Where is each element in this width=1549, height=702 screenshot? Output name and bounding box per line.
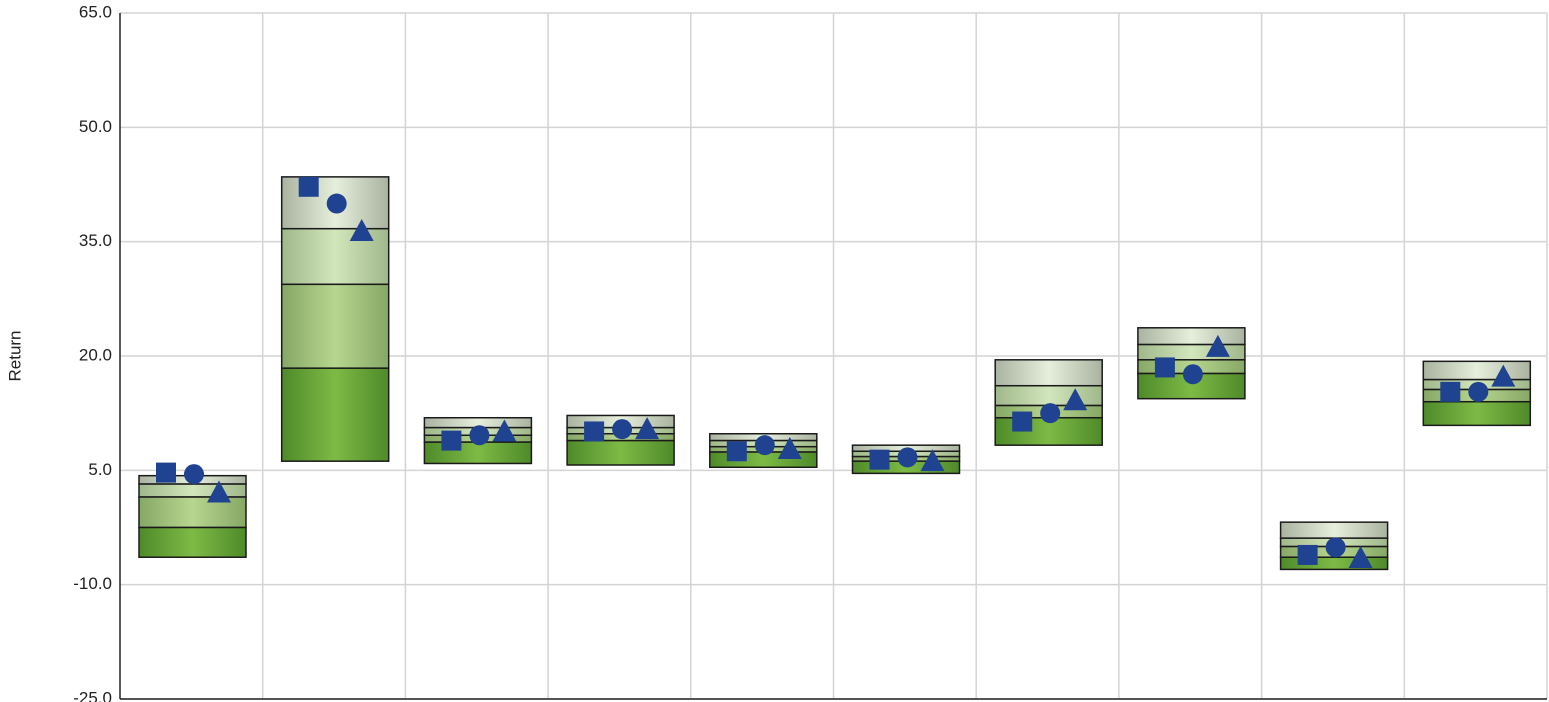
y-tick-label: 35.0 bbox=[79, 231, 112, 250]
box-segment bbox=[994, 384, 1103, 407]
box-segment bbox=[280, 283, 390, 369]
box-segment bbox=[566, 439, 675, 466]
circle-marker bbox=[184, 464, 204, 485]
box-segment bbox=[1422, 400, 1532, 427]
triangle-marker bbox=[1205, 334, 1230, 357]
square-marker bbox=[1154, 357, 1175, 378]
square-marker bbox=[441, 430, 462, 451]
circle-marker bbox=[1040, 403, 1061, 424]
circle-marker bbox=[1325, 537, 1346, 558]
square-marker bbox=[869, 449, 890, 470]
box-segment bbox=[1422, 360, 1532, 381]
triangle-marker bbox=[1491, 364, 1516, 387]
triangle-marker bbox=[207, 480, 231, 503]
triangle-marker bbox=[920, 449, 945, 472]
box-segment bbox=[1137, 327, 1246, 346]
triangle-marker bbox=[492, 419, 517, 442]
box-segment bbox=[1137, 343, 1246, 361]
circle-marker bbox=[1468, 381, 1489, 402]
y-tick-label: -25.0 bbox=[73, 688, 112, 702]
circle-marker bbox=[1182, 364, 1203, 385]
square-marker bbox=[1012, 411, 1033, 432]
y-tick-label: 5.0 bbox=[88, 460, 112, 479]
box-segment bbox=[994, 359, 1103, 387]
triangle-marker bbox=[777, 436, 802, 459]
box-segment bbox=[138, 483, 247, 498]
square-marker bbox=[584, 421, 605, 442]
y-axis-label: Return bbox=[5, 330, 24, 381]
triangle-marker bbox=[635, 417, 660, 440]
y-tick-label: -10.0 bbox=[73, 574, 112, 593]
triangle-marker bbox=[349, 218, 374, 241]
square-marker bbox=[1297, 544, 1318, 565]
circle-marker bbox=[754, 435, 775, 456]
square-marker bbox=[726, 441, 747, 462]
circle-marker bbox=[897, 447, 918, 468]
triangle-marker bbox=[1348, 545, 1373, 568]
circle-marker bbox=[326, 193, 347, 214]
box-segment bbox=[138, 526, 247, 558]
square-marker bbox=[156, 462, 176, 483]
circle-marker bbox=[612, 419, 633, 440]
y-tick-label: 65.0 bbox=[79, 2, 112, 21]
triangle-marker bbox=[1063, 388, 1088, 411]
square-marker bbox=[1440, 381, 1461, 402]
y-tick-label: 50.0 bbox=[79, 117, 112, 136]
square-marker bbox=[298, 176, 319, 197]
box-segment bbox=[280, 227, 390, 286]
box-segment bbox=[280, 367, 390, 462]
y-tick-label: 20.0 bbox=[79, 345, 112, 364]
box-segment bbox=[1279, 521, 1389, 539]
box-segment bbox=[423, 441, 533, 465]
circle-marker bbox=[469, 425, 490, 446]
